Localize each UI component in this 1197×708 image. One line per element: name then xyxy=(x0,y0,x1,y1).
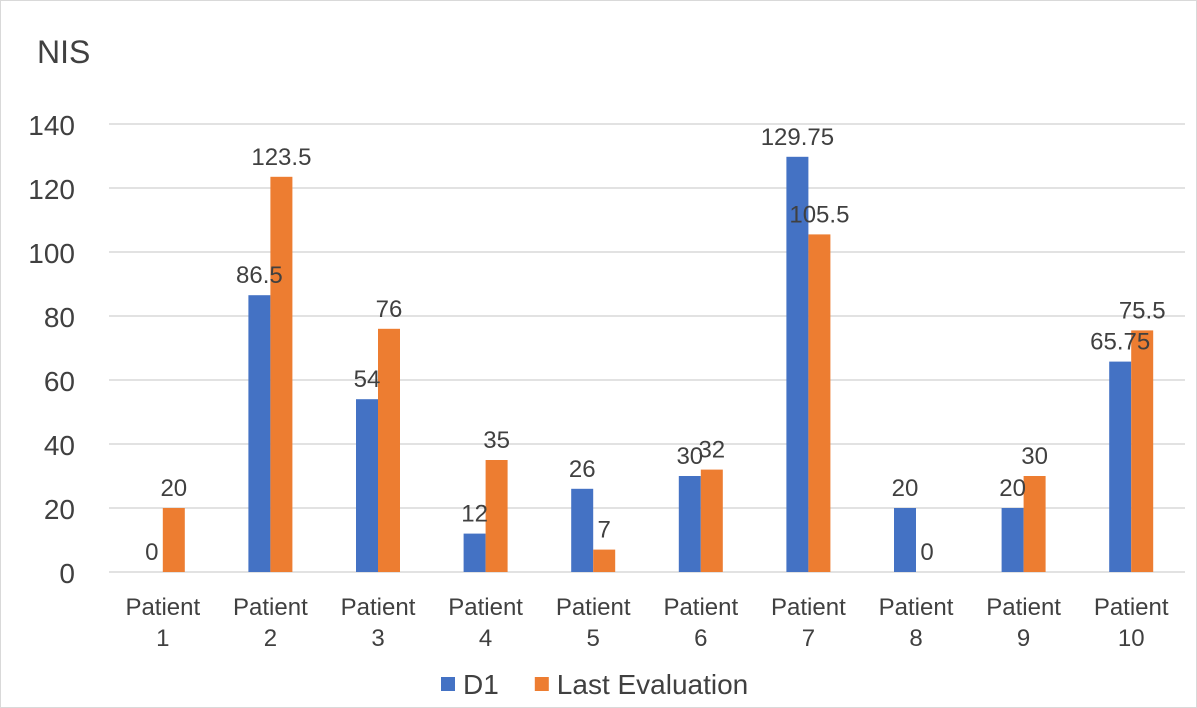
legend-swatch xyxy=(534,677,549,691)
data-label: 75.5 xyxy=(1119,297,1166,324)
bar-d1 xyxy=(248,295,271,572)
data-label: 30 xyxy=(676,443,703,470)
bar-last-evaluation xyxy=(162,508,185,572)
data-label: 20 xyxy=(892,475,919,502)
bar-last-evaluation xyxy=(1023,476,1046,572)
data-label: 12 xyxy=(461,501,488,528)
bar-last-evaluation xyxy=(1131,330,1154,572)
x-tick-label: 5 xyxy=(587,625,600,652)
data-label: 123.5 xyxy=(251,144,311,171)
bar-d1 xyxy=(356,399,378,572)
chart-title: NIS xyxy=(37,34,90,70)
data-label: 105.5 xyxy=(789,201,849,228)
x-tick-label: 9 xyxy=(1017,625,1030,652)
data-label: 30 xyxy=(1021,443,1048,470)
x-tick-label: 10 xyxy=(1118,625,1145,652)
data-label: 26 xyxy=(569,456,596,483)
y-tick-label: 140 xyxy=(28,110,75,141)
x-tick-label: Patient xyxy=(233,594,308,621)
data-label: 0 xyxy=(920,539,933,566)
y-tick-label: 40 xyxy=(44,430,75,461)
x-tick-label: 4 xyxy=(479,625,492,652)
y-tick-label: 80 xyxy=(44,302,75,333)
data-label: 7 xyxy=(598,517,611,544)
x-tick-label: Patient xyxy=(448,594,523,621)
x-tick-label: Patient xyxy=(986,594,1061,621)
x-tick-label: Patient xyxy=(341,594,416,621)
x-tick-label: 8 xyxy=(909,625,922,652)
bar-d1 xyxy=(678,476,701,572)
y-tick-label: 100 xyxy=(28,238,75,269)
bar-last-evaluation xyxy=(808,234,831,572)
data-label: 20 xyxy=(999,475,1026,502)
bar-d1 xyxy=(894,508,916,572)
data-label: 65.75 xyxy=(1090,329,1150,356)
bar-d1 xyxy=(463,533,486,572)
x-tick-label: Patient xyxy=(1094,594,1169,621)
data-label: 129.75 xyxy=(761,124,834,151)
y-axis-ticks: 0 20 40 60 80 100 120 140 xyxy=(28,110,75,589)
bar-last-evaluation xyxy=(700,469,723,572)
y-tick-label: 20 xyxy=(44,494,75,525)
bar-d1 xyxy=(571,488,594,572)
bar-last-evaluation xyxy=(378,328,400,572)
data-label: 54 xyxy=(354,366,381,393)
data-label: 86.5 xyxy=(236,262,283,289)
x-tick-label: Patient xyxy=(125,594,200,621)
legend-label: D1 xyxy=(463,669,499,700)
data-label: 76 xyxy=(376,296,403,323)
data-label: 35 xyxy=(483,427,510,454)
bar-last-evaluation xyxy=(270,176,293,573)
legend-swatch xyxy=(441,677,455,691)
y-tick-label: 120 xyxy=(28,174,75,205)
x-tick-label: Patient xyxy=(771,594,846,621)
bar-d1 xyxy=(1109,361,1132,572)
x-tick-label: 7 xyxy=(802,625,815,652)
x-tick-label: 6 xyxy=(694,625,707,652)
bar-d1 xyxy=(1001,508,1024,572)
x-tick-label: Patient xyxy=(556,594,631,621)
bar-last-evaluation xyxy=(485,460,508,572)
x-tick-label: Patient xyxy=(879,594,954,621)
bars xyxy=(162,156,1154,573)
legend-label: Last Evaluation xyxy=(557,669,748,700)
data-label: 0 xyxy=(145,539,158,566)
data-labels: 02086.5123.5547612352673032129.75105.520… xyxy=(145,124,1165,566)
bar-last-evaluation xyxy=(593,549,616,572)
data-label: 32 xyxy=(698,437,725,464)
x-axis-ticks: Patient 1 Patient 2 Patient 3 Patient 4 Patient 5… xyxy=(125,594,1168,652)
x-tick-label: 1 xyxy=(156,625,169,652)
data-label: 20 xyxy=(160,475,187,502)
y-tick-label: 0 xyxy=(59,558,75,589)
x-tick-label: Patient xyxy=(663,594,738,621)
y-tick-label: 60 xyxy=(44,366,75,397)
bar-d1 xyxy=(786,156,809,573)
x-tick-label: 3 xyxy=(371,625,384,652)
x-tick-label: 2 xyxy=(264,625,277,652)
legend: D1 Last Evaluation xyxy=(441,669,748,700)
